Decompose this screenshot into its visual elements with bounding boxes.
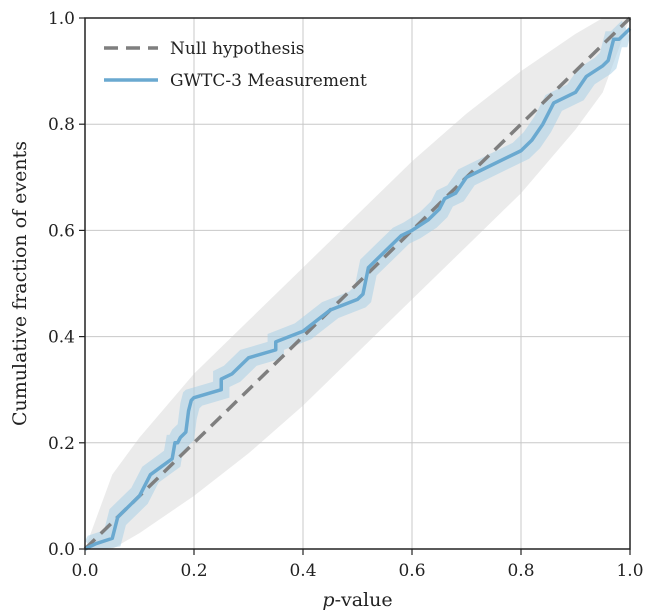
- legend-label-null-hypothesis: Null hypothesis: [170, 39, 305, 59]
- x-tick-label-4: 0.8: [507, 561, 534, 581]
- series-lines: [83, 16, 632, 551]
- ticks: 0.0 0.2 0.4 0.6 0.8 1.0 0.0 0.2 0.4 0.6 0.8 1.0: [48, 9, 644, 581]
- x-tick-label-0: 0.0: [71, 561, 98, 581]
- x-axis-label-rest: -value: [335, 589, 393, 611]
- x-axis-label: p-value: [322, 589, 392, 611]
- series-line-gwtc3: [84, 27, 632, 551]
- x-tick-label-2: 0.4: [289, 561, 316, 581]
- x-axis-label-italic: p: [322, 589, 334, 611]
- x-tick-label-5: 1.0: [616, 561, 643, 581]
- y-tick-label-2: 0.4: [48, 328, 75, 348]
- x-tick-label-1: 0.2: [180, 561, 207, 581]
- series-line-null-hypothesis: [83, 16, 632, 551]
- y-tick-label-4: 0.8: [48, 115, 75, 135]
- legend-label-gwtc3: GWTC-3 Measurement: [170, 71, 367, 91]
- legend: Null hypothesis GWTC-3 Measurement: [104, 39, 367, 91]
- y-tick-label-1: 0.2: [48, 434, 75, 454]
- y-tick-label-5: 1.0: [48, 9, 75, 29]
- y-tick-label-0: 0.0: [48, 540, 75, 560]
- plot-frame: [84, 17, 631, 550]
- y-axis-label: Cumulative fraction of events: [9, 141, 31, 426]
- x-tick-label-3: 0.6: [398, 561, 425, 581]
- y-tick-label-3: 0.6: [48, 221, 75, 241]
